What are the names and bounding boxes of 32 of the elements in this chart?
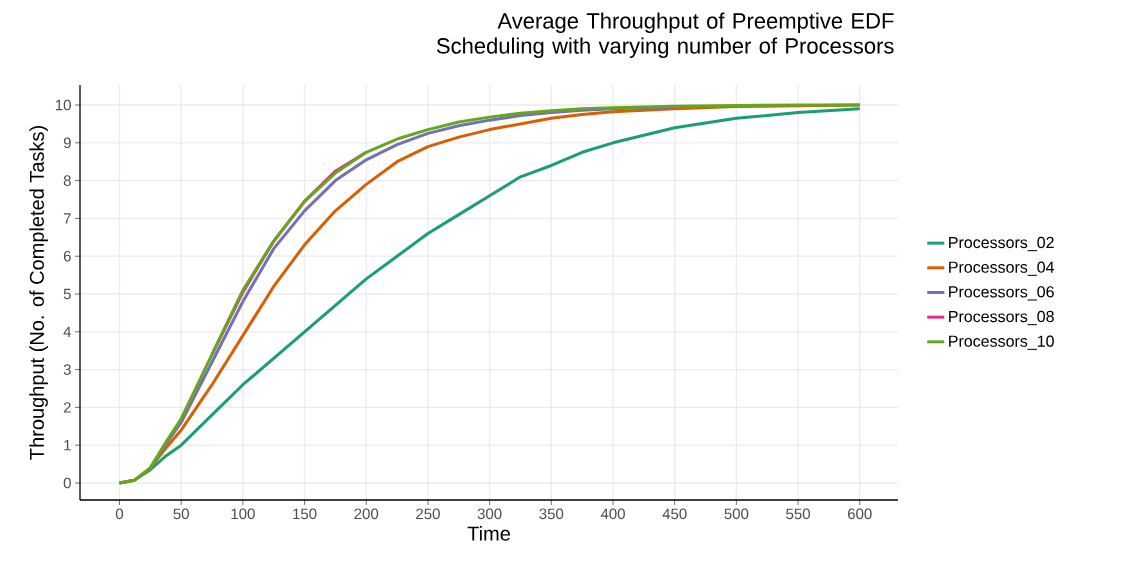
y-tick-label: 9 xyxy=(63,137,71,149)
x-tick-label: 450 xyxy=(662,508,687,520)
y-tick-label: 0 xyxy=(63,477,71,489)
chart-title: Average Throughput of Preemptive EDF Scheduling with varying number of Processors xyxy=(436,12,894,59)
x-tick-label: 550 xyxy=(786,508,810,520)
y-tick-label: 4 xyxy=(63,326,72,337)
y-tick-label: 7 xyxy=(63,213,71,224)
x-tick-label: 300 xyxy=(477,508,502,520)
x-tick-label: 100 xyxy=(231,508,255,520)
y-tick-label: 8 xyxy=(63,175,71,186)
x-tick-label: 50 xyxy=(173,508,189,520)
legend-label: Processors_02 xyxy=(949,236,1054,252)
y-tick-label: 6 xyxy=(63,250,71,262)
x-tick-label: 500 xyxy=(724,508,749,520)
legend-label: Processors_04 xyxy=(949,261,1055,276)
legend-label: Processors_06 xyxy=(949,286,1054,301)
x-axis-title: Time xyxy=(467,526,510,541)
x-tick-label: 350 xyxy=(539,508,564,520)
y-tick-label: 2 xyxy=(63,402,71,413)
x-tick-label: 400 xyxy=(600,508,625,520)
legend-label: Processors_10 xyxy=(949,335,1054,350)
x-tick-label: 250 xyxy=(416,508,440,520)
x-tick-label: 0 xyxy=(115,508,124,520)
y-tick-label: 1 xyxy=(64,440,71,451)
x-tick-label: 600 xyxy=(848,508,872,520)
legend-label: Processors_08 xyxy=(949,310,1054,326)
y-tick-label: 5 xyxy=(63,288,71,300)
y-tick-label: 3 xyxy=(63,364,71,375)
y-tick-label: 10 xyxy=(55,99,71,111)
x-tick-label: 150 xyxy=(293,508,317,520)
x-tick-label: 200 xyxy=(354,508,379,520)
y-axis-title: Throughput (No. of Completed Tasks) xyxy=(29,126,48,460)
